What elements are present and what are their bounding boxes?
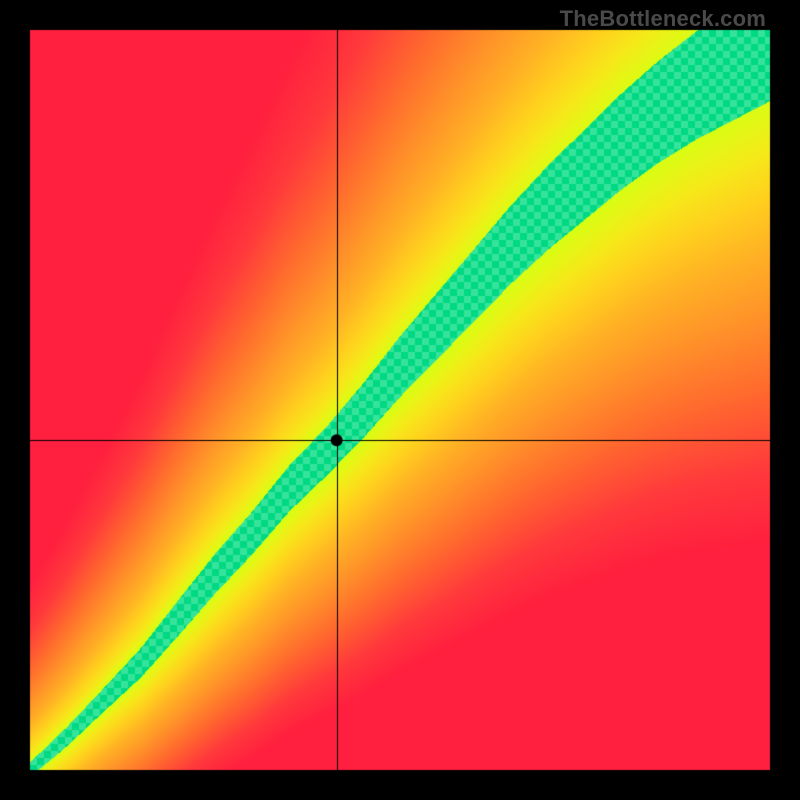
watermark-text: TheBottleneck.com bbox=[560, 6, 766, 32]
bottleneck-heatmap bbox=[0, 0, 800, 800]
chart-container: { "watermark": { "text": "TheBottleneck.… bbox=[0, 0, 800, 800]
